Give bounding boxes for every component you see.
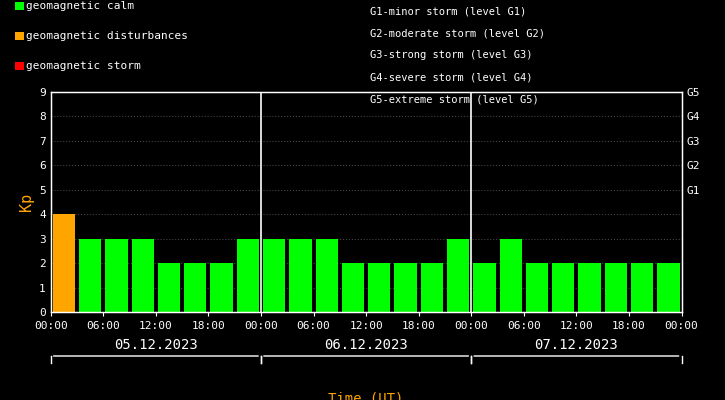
Text: geomagnetic disturbances: geomagnetic disturbances — [26, 31, 188, 41]
Text: 06.12.2023: 06.12.2023 — [324, 338, 408, 352]
Bar — [420, 263, 443, 312]
Bar — [53, 214, 75, 312]
Bar — [500, 239, 522, 312]
Text: G2-moderate storm (level G2): G2-moderate storm (level G2) — [370, 28, 544, 38]
Text: G4-severe storm (level G4): G4-severe storm (level G4) — [370, 72, 532, 82]
Bar — [657, 263, 679, 312]
Bar — [315, 239, 338, 312]
Bar — [289, 239, 312, 312]
Bar — [631, 263, 653, 312]
Text: G5-extreme storm (level G5): G5-extreme storm (level G5) — [370, 94, 539, 104]
Bar — [579, 263, 601, 312]
Bar — [341, 263, 364, 312]
Bar — [394, 263, 417, 312]
Bar — [105, 239, 128, 312]
Text: 07.12.2023: 07.12.2023 — [534, 338, 618, 352]
Bar — [263, 239, 286, 312]
Bar — [131, 239, 154, 312]
Text: Time (UT): Time (UT) — [328, 391, 404, 400]
Bar — [473, 263, 496, 312]
Bar — [526, 263, 548, 312]
Text: geomagnetic storm: geomagnetic storm — [26, 61, 141, 71]
Bar — [184, 263, 207, 312]
Bar — [368, 263, 391, 312]
Text: G3-strong storm (level G3): G3-strong storm (level G3) — [370, 50, 532, 60]
Text: 05.12.2023: 05.12.2023 — [114, 338, 198, 352]
Bar — [552, 263, 574, 312]
Bar — [158, 263, 181, 312]
Bar — [447, 239, 469, 312]
Bar — [236, 239, 259, 312]
Bar — [79, 239, 102, 312]
Bar — [605, 263, 627, 312]
Text: G1-minor storm (level G1): G1-minor storm (level G1) — [370, 6, 526, 16]
Y-axis label: Kp: Kp — [19, 193, 33, 211]
Bar — [210, 263, 233, 312]
Text: geomagnetic calm: geomagnetic calm — [26, 1, 134, 11]
